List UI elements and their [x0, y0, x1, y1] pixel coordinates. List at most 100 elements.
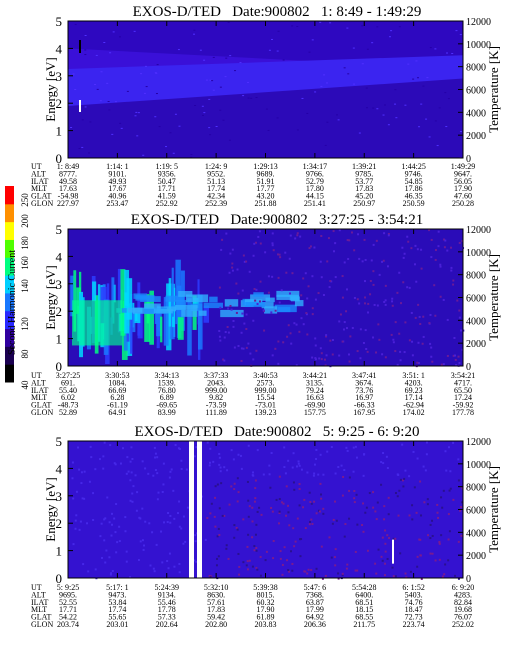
data-cell — [288, 524, 291, 527]
table-cell: 9766. — [306, 169, 324, 178]
data-cell — [289, 234, 292, 237]
data-cell — [252, 319, 255, 322]
table-cell: 17.83 — [207, 605, 225, 614]
y2-tick-label: 6000 — [466, 86, 486, 97]
data-cell — [121, 447, 124, 450]
data-cell — [296, 25, 299, 27]
data-cell — [160, 530, 163, 533]
data-cell — [232, 458, 235, 461]
data-cell — [242, 518, 245, 521]
data-cell — [253, 500, 256, 503]
data-cell — [104, 517, 107, 520]
data-gap — [197, 441, 202, 578]
data-cell — [193, 455, 196, 458]
row-label: ALT — [31, 590, 46, 599]
data-cell — [108, 109, 111, 111]
table-cell: 1:24: 9 — [205, 162, 227, 171]
data-cell — [236, 500, 239, 503]
data-cell — [364, 511, 367, 514]
table-cell: 17.80 — [306, 184, 324, 193]
data-cell — [304, 272, 307, 275]
data-cell — [94, 84, 97, 86]
data-cell — [135, 111, 138, 113]
data-cell — [422, 315, 425, 318]
data-cell — [237, 453, 240, 456]
data-cell — [132, 485, 135, 488]
data-cell — [209, 134, 212, 136]
data-cell — [346, 563, 349, 566]
data-cell — [274, 309, 277, 312]
data-cell — [289, 332, 292, 335]
colorbar-tick-label: 120 — [20, 317, 30, 331]
table-cell: 999.00 — [255, 386, 277, 395]
y2-tick-label: 10000 — [466, 460, 491, 471]
data-cell — [186, 506, 189, 509]
data-cell — [457, 355, 460, 358]
table-cell: 19.68 — [454, 605, 472, 614]
data-cell — [324, 144, 327, 146]
data-cell — [392, 338, 395, 341]
table-cell: 250.28 — [452, 199, 474, 208]
data-cell — [327, 237, 330, 240]
data-gap — [189, 441, 194, 578]
data-cell — [231, 248, 234, 251]
y-axis-label: Energy [eV] — [43, 57, 58, 121]
table-cell: 17.90 — [454, 184, 472, 193]
data-cell — [84, 34, 87, 36]
data-cell — [301, 97, 304, 99]
table-cell: 111.89 — [205, 408, 226, 417]
data-cell — [74, 519, 77, 522]
data-cell — [367, 311, 370, 314]
data-cell — [206, 441, 209, 444]
data-cell — [449, 487, 452, 490]
data-cell — [208, 98, 211, 100]
data-cell — [439, 295, 442, 298]
data-cell — [409, 570, 412, 573]
data-cell — [446, 52, 449, 54]
data-cell — [227, 331, 230, 334]
data-cell — [404, 321, 407, 324]
table-cell: 1:14: 1 — [106, 162, 128, 171]
data-cell — [437, 230, 440, 233]
data-cell — [277, 30, 280, 32]
data-cell — [141, 539, 144, 542]
data-cell — [89, 121, 92, 123]
data-cell — [220, 309, 244, 318]
table-cell: 1: 8:49 — [57, 162, 79, 171]
data-cell — [213, 515, 216, 518]
data-cell — [240, 347, 243, 350]
data-cell — [311, 275, 314, 278]
table-cell: 8777. — [59, 169, 77, 178]
data-cell — [323, 74, 326, 76]
data-cell — [110, 534, 113, 537]
y-tick-label: 0 — [56, 571, 63, 586]
data-cell — [163, 521, 166, 524]
data-cell — [162, 483, 165, 486]
data-cell — [401, 443, 404, 446]
data-cell — [227, 21, 230, 23]
data-cell — [429, 313, 432, 316]
data-cell — [119, 462, 122, 465]
data-cell — [86, 522, 89, 525]
data-cell — [170, 468, 173, 471]
data-cell — [250, 294, 271, 301]
data-cell — [228, 503, 231, 506]
table-cell: 83.99 — [158, 408, 176, 417]
data-cell — [80, 471, 83, 474]
panel-3: EXOS-D/TED Date:900802 5: 9:25 - 6: 9:20… — [31, 424, 501, 629]
data-cell — [202, 114, 205, 116]
data-cell — [285, 514, 288, 517]
colorbar-tick-label: 250 — [20, 193, 30, 207]
data-cell — [337, 119, 340, 121]
data-cell — [314, 337, 317, 340]
table-cell: 17.77 — [257, 184, 275, 193]
data-cell — [100, 522, 103, 525]
data-cell — [300, 468, 303, 471]
data-cell — [343, 535, 346, 538]
data-cell — [224, 331, 227, 334]
data-cell — [173, 517, 176, 520]
data-cell — [369, 279, 372, 282]
table-cell: 17.67 — [108, 184, 126, 193]
data-cell — [311, 39, 314, 41]
data-cell — [322, 473, 325, 476]
